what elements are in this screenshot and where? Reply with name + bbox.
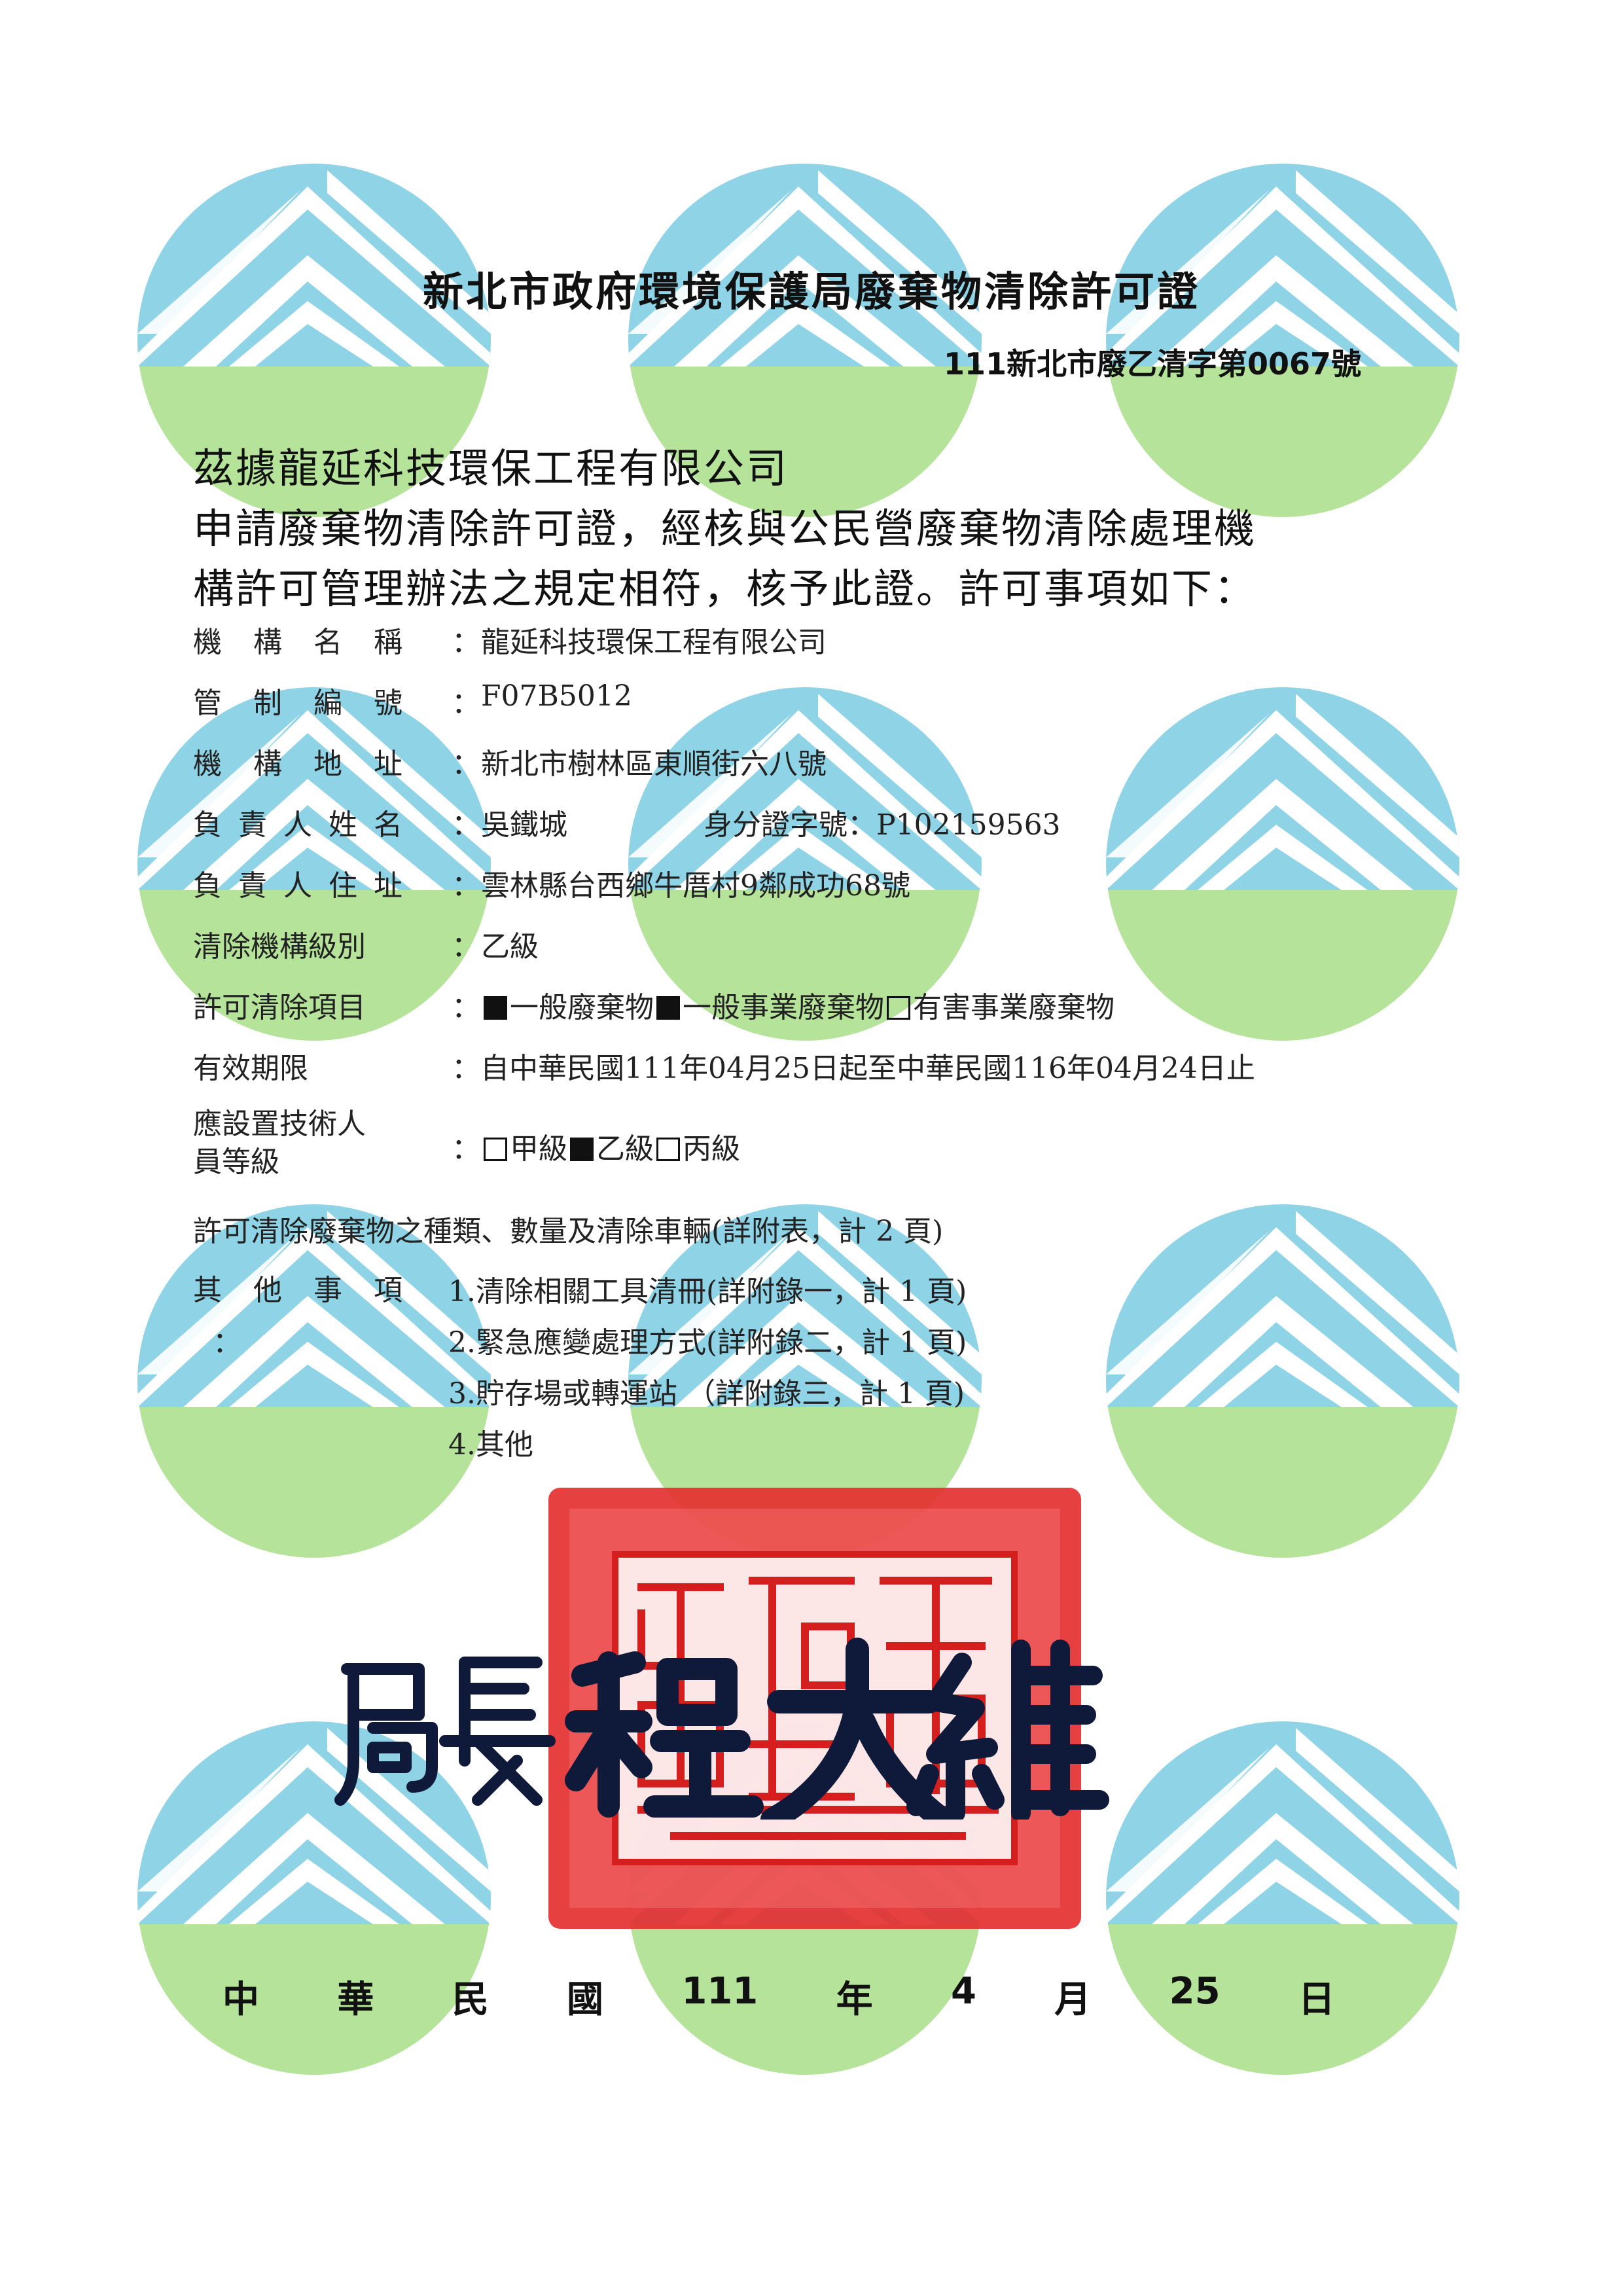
tech-grade-a: 甲級 [510,1132,567,1166]
tech-label: 應設置技術人 員等級 [193,1105,429,1181]
tech-grade-b: 乙級 [596,1132,654,1166]
owner-address-label: 負責人住址 [193,869,402,903]
row-tech-level: 應設置技術人 員等級 ： 甲級 乙級 丙級 [193,1105,1456,1204]
row-address: 機構地址 ： 新北市樹林區東順街六八號 [193,740,1456,801]
item-industrial-waste: 一般事業廢棄物 [683,991,884,1024]
checkbox-unchecked [887,996,910,1020]
colon: ： [452,930,480,963]
date-day-unit: 日 [1298,1979,1335,2021]
validity-text: 自中華民國111年04月25日起至中華民國116年04月24日止 [480,1052,1255,1085]
date-day-number: 25 [1169,1970,1221,2013]
certificate-title: 新北市政府環境保護局廢棄物清除許可證 [422,268,1200,315]
row-owner-address: 負責人住址 ： 雲林縣台西鄉牛厝村9鄰成功68號 [193,862,1456,923]
other-item-1: 1.清除相關工具清冊(詳附錄一，計 1 頁) [448,1275,967,1308]
tech-label-line-2: 員等級 [193,1145,279,1179]
item-hazardous-waste: 有害事業廢棄物 [913,991,1115,1024]
colon: ： [452,808,480,842]
control-no-label: 管制編號 [193,687,402,720]
other-item-4: 4.其他 [448,1428,533,1462]
date-month-number: 4 [950,1970,976,2013]
checkbox-checked [570,1138,594,1161]
item-general-waste: 一般廢棄物 [510,991,654,1024]
row-control-no: 管制編號 ： F07B5012 [193,679,1456,740]
colon: ： [452,991,480,1024]
colon: ： [452,687,480,720]
checkbox-checked [656,996,680,1020]
org-name-label: 機構名稱 [193,626,402,659]
owner-address-value: 雲林縣台西鄉牛厝村9鄰成功68號 [481,869,910,903]
control-no-value: F07B5012 [481,679,632,713]
row-permit-items: 許可清除項目 ： 一般廢棄物 一般事業廢棄物 有害事業廢棄物 [193,984,1456,1045]
colon: ： [452,626,480,659]
date-year-unit: 年 [836,1979,873,2021]
owner-value: 吳鐵城 [481,808,567,842]
colon: ： [452,869,480,903]
row-level: 清除機構級別 ： 乙級 [193,923,1456,984]
other-list: 1.清除相關工具清冊(詳附錄一，計 1 頁) 2.緊急應變處理方式(詳附錄二，計… [448,1266,967,1471]
director-signature [334,1638,1109,1820]
other-label: 其他事項 [193,1274,402,1307]
issue-date: 中 華 民 國 111 年 4 月 25 日 [223,1970,1335,2023]
items-value: 一般廢棄物 一般事業廢棄物 有害事業廢棄物 [481,984,1115,1026]
certificate-number: 111新北市廢乙清字第0067號 [943,346,1361,382]
date-month-unit: 月 [1054,1979,1092,2021]
date-zhong: 中 [223,1979,259,2021]
row-org-name: 機構名稱 ： 龍延科技環保工程有限公司 [193,619,1456,679]
colon: ： [452,1052,480,1085]
tech-label-line-1: 應設置技術人 [193,1107,366,1141]
intro-line-3: 構許可管理辦法之規定相符，核予此證。許可事項如下： [193,565,1257,613]
tech-grade-c: 丙級 [683,1132,740,1166]
other-colon: ： [213,1326,241,1359]
checkbox-unchecked [484,1138,507,1161]
other-item-3: 3.貯存場或轉運站 （詳附錄三，計 1 頁) [448,1377,965,1410]
validity-value: ：自中華民國111年04月25日起至中華民國116年04月24日止 [452,1045,1255,1086]
level-value: 乙級 [481,930,539,963]
colon: ： [452,1132,480,1166]
row-owner: 負責人姓名 ： 吳鐵城 身分證字號：P102159563 [193,801,1456,862]
id-value: P102159563 [876,808,1061,842]
validity-label: 有效期限 [193,1052,308,1085]
permit-fields: 機構名稱 ： 龍延科技環保工程有限公司 管制編號 ： F07B5012 機構地址… [193,619,1456,1204]
attachment-main: 許可清除廢棄物之種類、數量及清除車輛(詳附表，計 2 頁) [193,1215,944,1248]
level-label: 清除機構級別 [193,930,366,963]
address-value: 新北市樹林區東順街六八號 [481,747,827,781]
address-label: 機構地址 [193,747,402,781]
date-hua: 華 [337,1979,374,2021]
items-label: 許可清除項目 [193,991,366,1024]
date-year-number: 111 [681,1970,758,2013]
colon: ： [452,747,480,781]
tech-value: 甲級 乙級 丙級 [481,1125,740,1167]
id-number: 身分證字號：P102159563 [704,801,1061,843]
date-guo: 國 [567,1979,604,2021]
intro-paragraph: 茲據龍延科技環保工程有限公司 申請廢棄物清除許可證，經核與公民營廢棄物清除處理機… [193,439,1450,619]
id-label: 身分證字號： [704,808,876,842]
checkbox-unchecked [656,1138,680,1161]
owner-label: 負責人姓名 [193,808,402,842]
org-name-value: 龍延科技環保工程有限公司 [481,626,827,659]
other-item-2: 2.緊急應變處理方式(詳附錄二，計 1 頁) [448,1326,967,1359]
date-min: 民 [452,1979,489,2021]
row-validity: 有效期限 ：自中華民國111年04月25日起至中華民國116年04月24日止 [193,1045,1456,1105]
intro-line-2: 申請廢棄物清除許可證，經核與公民營廢棄物清除處理機 [193,505,1257,552]
intro-line-1: 茲據龍延科技環保工程有限公司 [193,444,789,492]
checkbox-checked [484,996,507,1020]
